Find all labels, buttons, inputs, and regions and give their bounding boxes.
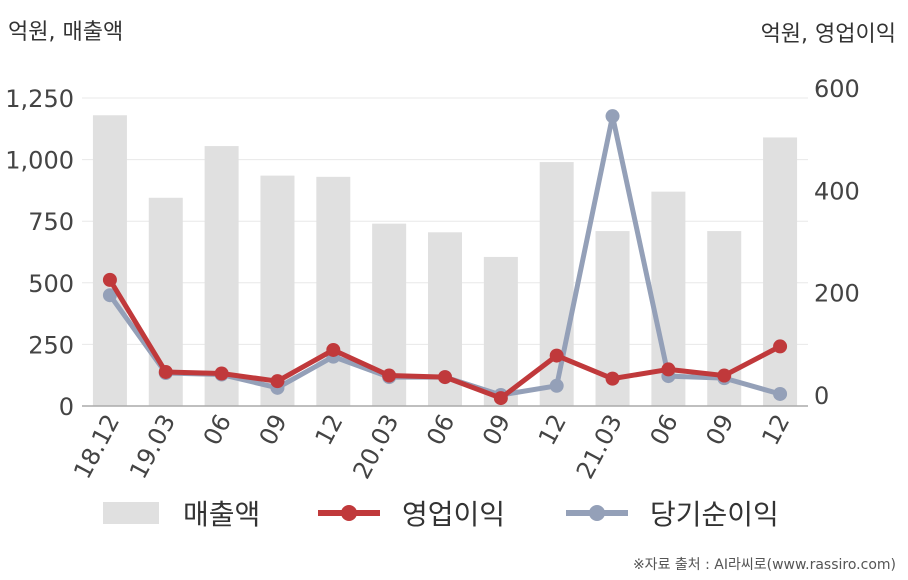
operating-profit-point [493, 391, 508, 406]
right-tick-label: 200 [814, 280, 860, 308]
x-tick-label: 09 [700, 410, 739, 450]
x-tick-label: 21.03 [571, 410, 628, 484]
net-income-point [102, 288, 117, 303]
operating-profit-point [773, 339, 788, 354]
operating-profit-point [326, 342, 341, 357]
x-tick-label: 09 [254, 410, 293, 450]
left-tick-label: 1,000 [5, 147, 74, 175]
revenue-bar [260, 175, 295, 406]
left-tick-label: 0 [59, 393, 74, 421]
operating-profit-point [605, 371, 620, 386]
revenue-bars [92, 115, 798, 407]
profit-lines [102, 109, 788, 406]
operating-profit-point [717, 368, 732, 383]
legend-label-net-income: 당기순이익 [650, 498, 779, 531]
legend-marker-net-income [589, 505, 605, 521]
x-tick-label: 12 [533, 410, 572, 450]
revenue-bar [483, 256, 518, 406]
revenue-bar [316, 176, 351, 406]
x-tick-label: 06 [198, 410, 237, 450]
x-tick-label: 12 [310, 410, 349, 450]
operating-profit-point [214, 366, 229, 381]
x-tick-label: 18.12 [68, 410, 125, 484]
operating-profit-point [158, 364, 173, 379]
x-tick-label: 20.03 [347, 410, 404, 484]
x-tick-label: 12 [756, 410, 795, 450]
operating-profit-point [270, 374, 285, 389]
left-tick-label: 500 [28, 270, 74, 298]
revenue-bar [539, 162, 574, 406]
left-tick-label: 250 [28, 331, 74, 359]
x-tick-label: 09 [477, 410, 516, 450]
legend-swatch-revenue [103, 502, 159, 524]
right-tick-label: 0 [814, 382, 829, 410]
legend: 매출액 영업이익 당기순이익 [103, 498, 779, 531]
right-tick-label: 400 [814, 177, 860, 205]
operating-profit-point [102, 272, 117, 287]
left-tick-label: 1,250 [5, 85, 74, 113]
net-income-point [549, 378, 564, 393]
x-tick-label: 19.03 [124, 410, 181, 484]
legend-label-operating-profit: 영업이익 [402, 498, 505, 531]
operating-profit-point [549, 348, 564, 363]
revenue-bar [763, 137, 798, 406]
left-tick-label: 750 [28, 208, 74, 236]
right-tick-label: 600 [814, 75, 860, 103]
legend-marker-operating-profit [341, 505, 357, 521]
left-axis-unit-label: 억원, 매출액 [8, 20, 124, 45]
revenue-bar [92, 115, 127, 407]
net-income-point [605, 109, 620, 124]
net-income-point [773, 386, 788, 401]
revenue-bar [204, 146, 239, 406]
legend-label-revenue: 매출액 [183, 498, 260, 531]
right-axis-unit-label: 억원, 영업이익 [760, 22, 896, 47]
operating-profit-point [382, 368, 397, 383]
x-tick-label: 06 [421, 410, 460, 450]
operating-profit-point [661, 362, 676, 377]
source-note: ※자료 출처 : AI라씨로(www.rassiro.com) [632, 557, 896, 573]
x-tick-label: 06 [645, 410, 684, 450]
operating-profit-point [438, 370, 452, 385]
